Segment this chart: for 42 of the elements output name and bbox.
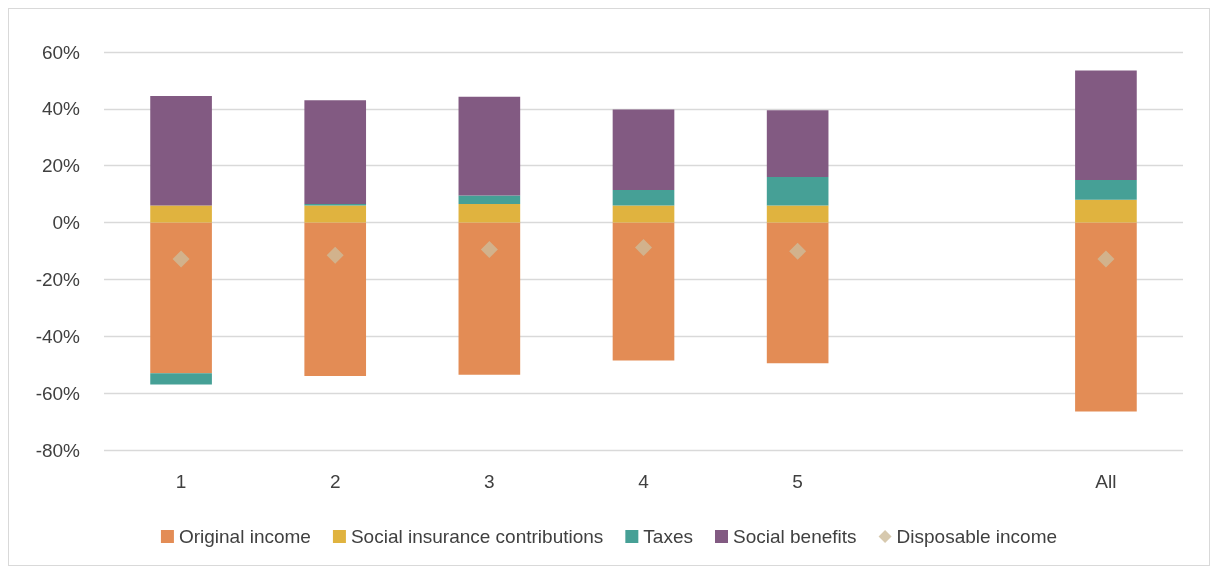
x-tick-label: All (1095, 471, 1117, 492)
bar (1075, 222, 1137, 412)
bar (150, 373, 212, 385)
y-tick-label: 60% (41, 41, 81, 63)
bar (304, 205, 367, 223)
y-tick-label: 20% (41, 155, 81, 177)
bar (766, 205, 829, 223)
bar (766, 222, 829, 364)
y-tick-label: 0% (52, 212, 81, 234)
bar (458, 204, 521, 223)
x-tick-label: 1 (175, 471, 187, 492)
bar (304, 222, 367, 377)
x-tick-label: 4 (638, 471, 650, 492)
bar (150, 205, 212, 223)
x-tick-label: 5 (792, 471, 803, 492)
bar (458, 222, 521, 375)
bar (612, 222, 675, 361)
bar (766, 177, 829, 206)
legend-label: Disposable income (896, 526, 1058, 547)
bar (458, 96, 521, 196)
legend-label: Taxes (643, 526, 693, 547)
y-tick-label: -80% (35, 439, 81, 461)
legend-label: Social benefits (732, 526, 857, 547)
bar (150, 222, 212, 374)
bar (612, 205, 675, 223)
bar (766, 110, 829, 178)
y-tick-label: -20% (35, 268, 81, 290)
legend-label: Social insurance contributions (350, 526, 604, 547)
bar (1075, 179, 1137, 200)
bar (1075, 70, 1137, 180)
bar (304, 100, 367, 205)
bar (1075, 199, 1137, 223)
legend-label: Original income (178, 526, 311, 547)
x-tick-label: 2 (329, 471, 341, 492)
bar (150, 96, 212, 206)
x-tick-label: 3 (484, 471, 495, 492)
y-tick-label: 40% (41, 98, 81, 120)
y-tick-label: -60% (35, 382, 81, 404)
y-tick-label: -40% (35, 325, 81, 347)
bar (612, 109, 675, 190)
bar (458, 195, 521, 205)
bar (612, 189, 675, 206)
